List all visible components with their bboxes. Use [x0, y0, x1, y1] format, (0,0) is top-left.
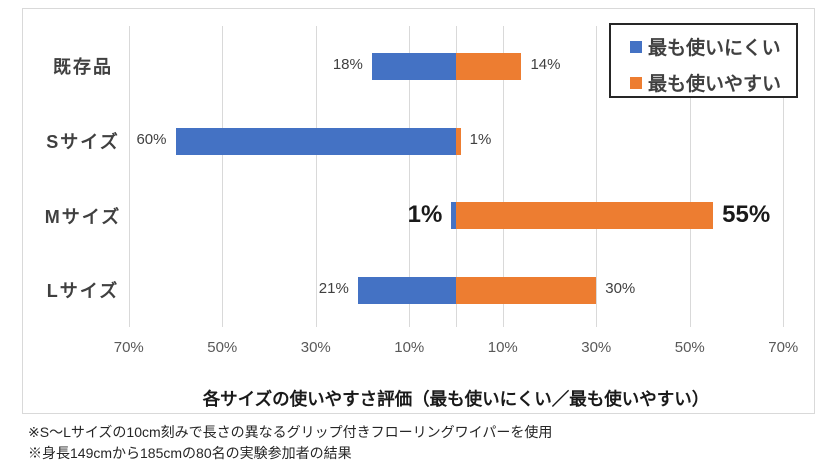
bar-usable [456, 52, 522, 80]
bar-unusable [357, 276, 456, 304]
gridline [596, 26, 598, 327]
chart-frame: 既存品 18% 14% Sサイズ 60% 1% Mサイズ 1% 55% Lサイズ 21% 30% 70%… [22, 8, 815, 414]
bar-unusable [371, 52, 456, 80]
value-label-left: 1% [407, 200, 443, 228]
value-label-left: 18% [332, 56, 363, 73]
category-label: 既存品 [53, 57, 113, 77]
x-tick-label: 10% [394, 339, 425, 356]
x-tick-label: 50% [674, 339, 705, 356]
gridline [502, 26, 504, 327]
value-label-right: 14% [530, 56, 561, 73]
legend: 最も使いにくい 最も使いやすい [609, 23, 798, 98]
category-label: Lサイズ [46, 281, 120, 301]
x-tick-label: 30% [300, 339, 331, 356]
footnote-2: ※身長149cmから185cmの80名の実験参加者の結果 [28, 445, 352, 461]
bar-usable [456, 276, 597, 304]
value-label-left: 21% [318, 280, 349, 297]
x-tick-label: 30% [581, 339, 612, 356]
gridline [128, 26, 130, 327]
plot-area: 既存品 18% 14% Sサイズ 60% 1% Mサイズ 1% 55% Lサイズ 21% 30% 70%… [23, 9, 814, 413]
value-label-left: 60% [136, 131, 167, 148]
value-label-right: 55% [722, 200, 771, 228]
x-tick-label: 70% [768, 339, 799, 356]
legend-swatch-blue [630, 40, 642, 53]
legend-label: 最も使いにくい [648, 38, 781, 59]
category-label: Mサイズ [44, 206, 122, 227]
category-label: Sサイズ [46, 132, 120, 152]
bar-unusable [175, 127, 456, 155]
x-tick-label: 10% [487, 339, 518, 356]
value-label-right: 1% [469, 131, 492, 148]
axis-line [456, 26, 457, 327]
gridline [409, 26, 411, 327]
x-tick-label: 50% [207, 339, 238, 356]
chart-title: 各サイズの使いやすさ評価（最も使いにくい／最も使いやすい） [202, 389, 710, 409]
bar-unusable [451, 202, 456, 229]
gridline [315, 26, 317, 327]
legend-label: 最も使いやすい [648, 74, 782, 95]
bar-usable [456, 202, 714, 229]
footnote-1: ※S～Lサイズの10cm刻みで長さの異なるグリップ付きフローリングワイパーを使用 [28, 424, 553, 440]
x-tick-label: 70% [113, 339, 144, 356]
legend-swatch-orange [630, 76, 642, 89]
value-label-right: 30% [605, 280, 636, 297]
bar-usable [456, 127, 461, 155]
legend-item-unusable: 最も使いにくい [630, 33, 781, 60]
gridline [222, 26, 224, 327]
gridline [783, 26, 785, 327]
legend-item-usable: 最も使いやすい [630, 69, 781, 96]
gridline [689, 26, 691, 327]
